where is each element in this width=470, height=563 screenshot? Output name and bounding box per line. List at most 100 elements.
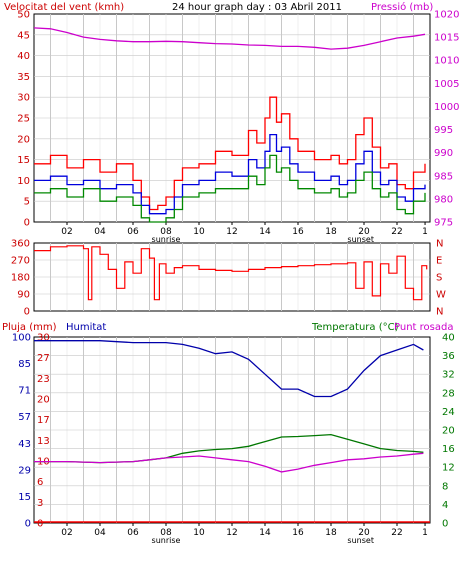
humidity-y-tick-label: 85 (18, 359, 31, 370)
humidity-chart-sunset-label: sunset (347, 536, 374, 545)
temperature-chart-y-tick-label: 0 (442, 519, 448, 530)
pressure-chart-y-tick-label: 995 (434, 125, 453, 136)
wind-chart-x-tick-label: 10 (193, 227, 205, 237)
wind-chart-y-tick-label: 20 (17, 134, 30, 145)
wind-chart-x-tick-label: 14 (259, 227, 271, 237)
humidity-chart-x-tick-label: 22 (391, 528, 402, 538)
rain-chart-y-tick-label: 13 (37, 436, 50, 447)
wind-chart-y-tick-label: 0 (24, 218, 30, 229)
dewpoint-line (34, 452, 424, 473)
wind-chart-sunset-label: sunset (347, 235, 374, 244)
pressure-chart-y-tick-label: 985 (434, 171, 453, 182)
humidity-chart-sunrise-label: sunrise (152, 536, 181, 545)
humidity-chart-x-tick-label: 12 (226, 528, 237, 538)
humidity-y-tick-label: 71 (18, 386, 31, 397)
wind-chart-y-tick-label: 45 (17, 30, 30, 41)
rain-chart-y-tick-label: 17 (37, 415, 50, 426)
humidity-chart-x-tick-label: 10 (193, 528, 205, 538)
direction-compass-y-tick-label: N (436, 307, 443, 318)
direction-compass-y-tick-label: N (436, 239, 443, 250)
direction-chart-y-tick-label: 360 (11, 239, 30, 250)
temperature-chart-y-tick-label: 32 (442, 370, 455, 381)
dewpoint-axis-label: Punt rosada (394, 322, 453, 333)
pressure-chart-y-tick-label: 1005 (434, 79, 459, 90)
temperature-chart-y-tick-label: 20 (442, 426, 455, 437)
wind-average-line (34, 133, 426, 215)
rain-chart-y-tick-label: 20 (37, 395, 50, 406)
wind-pressure-chart: 02 04 06 08 10 12 14 16 18 20 22 1 sunrise sunset 0 5 10… (17, 10, 459, 245)
wind-chart-y-tick-label: 25 (17, 114, 30, 125)
temperature-chart-y-tick-label: 24 (442, 407, 455, 418)
wind-chart-y-tick-label: 10 (17, 176, 30, 187)
wind-chart-sunrise-label: sunrise (152, 235, 181, 244)
rain-chart-y-tick-label: 27 (37, 353, 50, 364)
humidity-chart-x-tick-label: 08 (160, 528, 172, 538)
pressure-chart-y-tick-label: 1015 (434, 33, 459, 44)
temperature-axis-label: Temperatura (°C) (311, 322, 399, 333)
direction-compass-y-tick-label: E (436, 256, 442, 267)
humidity-y-tick-label: 100 (12, 333, 31, 344)
wind-chart-x-tick-label: 08 (160, 227, 172, 237)
wind-chart-x-tick-label: 18 (325, 227, 337, 237)
humidity-y-tick-label: 0 (25, 519, 31, 530)
rain-chart-y-tick-label: 23 (37, 374, 50, 385)
rain-axis-label: Pluja (mm) (2, 322, 57, 333)
chart-title: 24 hour graph day : 03 Abril 2011 (172, 2, 342, 13)
rain-chart-y-tick-label: 3 (37, 498, 43, 509)
wind-chart-x-tick-label: 1 (422, 227, 428, 237)
humidity-axis-label: Humitat (66, 322, 106, 333)
pressure-chart-y-tick-label: 990 (434, 148, 453, 159)
pressure-chart-y-tick-label: 1010 (434, 56, 459, 67)
wind-chart-y-tick-label: 50 (17, 10, 30, 21)
wind-chart-x-tick-label: 02 (61, 227, 72, 237)
humidity-y-tick-label: 29 (18, 465, 31, 476)
pressure-chart-y-tick-label: 980 (434, 194, 453, 205)
temperature-chart-y-tick-label: 40 (442, 333, 455, 344)
wind-direction-line (34, 245, 428, 301)
wind-chart-x-tick-label: 22 (391, 227, 402, 237)
wind-chart-y-tick-label: 30 (17, 93, 30, 104)
humidity-y-tick-label: 57 (18, 412, 31, 423)
wind-speed-axis-label: Velocitat del vent (kmh) (4, 2, 124, 13)
humidity-chart-x-tick-label: 06 (127, 528, 139, 538)
humidity-chart-x-tick-label: 1 (422, 528, 428, 538)
temperature-chart-y-tick-label: 12 (442, 463, 455, 474)
humidity-y-tick-label: 43 (18, 439, 31, 450)
wind-chart-y-tick-label: 5 (24, 197, 30, 208)
pressure-line (33, 27, 426, 50)
wind-chart-y-tick-label: 15 (17, 155, 30, 166)
wind-chart-x-tick-label: 04 (94, 227, 106, 237)
wind-chart-x-tick-label: 20 (358, 227, 370, 237)
direction-chart-y-tick-label: 0 (24, 307, 30, 318)
wind-chart-y-tick-label: 40 (17, 51, 30, 62)
rain-chart-y-tick-label: 6 (37, 477, 43, 488)
humidity-chart-x-tick-label: 02 (61, 528, 72, 538)
rain-chart-y-tick-label: 30 (37, 333, 50, 344)
pressure-axis-label: Pressió (mb) (371, 1, 433, 13)
wind-minimum-line (34, 154, 426, 223)
rain-chart-y-tick-label: 0 (37, 519, 43, 530)
humidity-chart-x-tick-label: 20 (358, 528, 370, 538)
direction-compass-y-tick-label: S (436, 273, 442, 284)
pressure-chart-y-tick-label: 1000 (434, 102, 459, 113)
humidity-chart-x-tick-label: 16 (292, 528, 304, 538)
temperature-chart-y-tick-label: 4 (442, 500, 448, 511)
direction-chart-y-tick-label: 180 (11, 273, 30, 284)
direction-chart-y-tick-label: 270 (11, 256, 30, 267)
humidity-y-tick-label: 15 (18, 492, 31, 503)
temperature-chart-y-tick-label: 28 (442, 388, 455, 399)
humidity-chart-x-tick-label: 14 (259, 528, 271, 538)
humidity-chart-x-tick-label: 04 (94, 528, 106, 538)
wind-chart-x-tick-label: 16 (292, 227, 304, 237)
direction-chart-y-tick-label: 90 (17, 290, 30, 301)
temperature-chart-y-tick-label: 8 (442, 481, 448, 492)
humidity-line (34, 340, 424, 398)
wind-chart-y-tick-label: 35 (17, 72, 30, 83)
temperature-chart-y-tick-label: 16 (442, 444, 455, 455)
direction-compass-y-tick-label: W (436, 290, 446, 301)
temperature-chart-y-tick-label: 36 (442, 351, 455, 362)
